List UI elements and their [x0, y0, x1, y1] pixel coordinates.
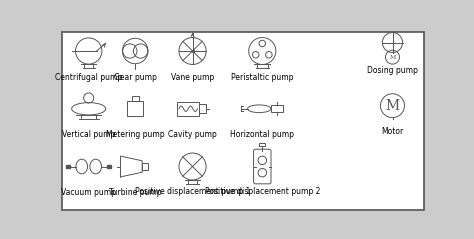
FancyBboxPatch shape — [63, 32, 423, 210]
Text: Vane pump: Vane pump — [171, 73, 214, 81]
Bar — [199, 104, 206, 113]
Text: Metering pump: Metering pump — [106, 130, 164, 139]
Text: Peristaltic pump: Peristaltic pump — [231, 73, 293, 81]
Bar — [142, 163, 147, 170]
Bar — [128, 101, 143, 116]
Text: Positive displacement pump 2: Positive displacement pump 2 — [205, 186, 320, 196]
Text: Motor: Motor — [382, 127, 404, 136]
Bar — [271, 105, 283, 112]
Text: Cavity pump: Cavity pump — [168, 130, 217, 139]
Bar — [177, 102, 199, 116]
Polygon shape — [66, 165, 70, 168]
Text: Dosing pump: Dosing pump — [367, 66, 418, 75]
Bar — [132, 96, 139, 101]
Text: Vertical pump: Vertical pump — [62, 130, 115, 139]
Polygon shape — [107, 165, 111, 168]
Text: Centrifugal pump: Centrifugal pump — [55, 73, 122, 81]
Text: Positive displacement pump 1: Positive displacement pump 1 — [135, 186, 250, 196]
Text: Vacuum pump: Vacuum pump — [61, 188, 116, 197]
Text: Gear pump: Gear pump — [114, 73, 156, 81]
Bar — [259, 143, 265, 147]
Text: M: M — [389, 55, 396, 60]
Text: Horizontal pump: Horizontal pump — [230, 130, 294, 139]
Text: Turbine pump: Turbine pump — [109, 188, 162, 197]
Text: M: M — [385, 99, 400, 113]
